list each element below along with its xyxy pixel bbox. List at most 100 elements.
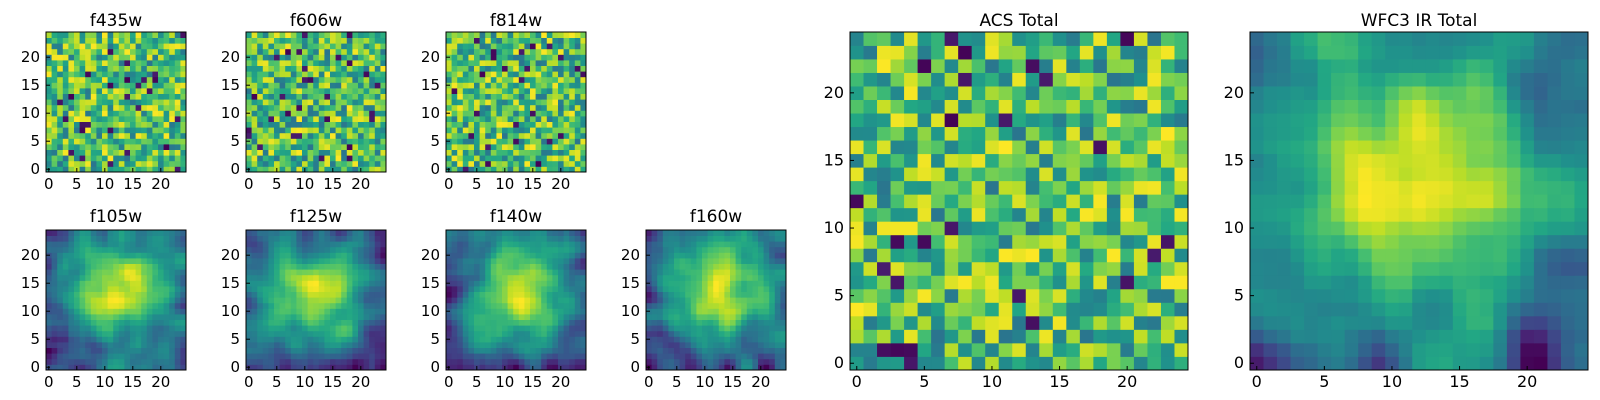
heatmap-cell (141, 155, 148, 162)
heatmap-cell (346, 71, 353, 78)
heatmap-cell (324, 358, 331, 365)
heatmap-cell (457, 82, 464, 89)
heatmap-cell (290, 258, 297, 264)
heatmap-cell (530, 127, 536, 134)
heatmap-cell (474, 246, 480, 253)
heatmap-cell (496, 76, 503, 83)
heatmap-cell (257, 280, 264, 287)
heatmap-cell (324, 246, 331, 253)
heatmap-cell (563, 144, 570, 150)
heatmap-cell (118, 336, 125, 343)
heatmap-cell (574, 347, 581, 354)
heatmap-cell (141, 149, 148, 156)
heatmap-cell (285, 258, 292, 264)
heatmap-cell (468, 235, 475, 242)
heatmap-cell (580, 274, 587, 281)
heatmap-cell (917, 234, 932, 249)
heatmap-cell (158, 116, 164, 122)
y-tick-label: 15 (421, 274, 440, 292)
heatmap-cell (79, 347, 86, 354)
heatmap-cell (313, 132, 320, 139)
heatmap-cell (468, 43, 475, 50)
heatmap-cell (1147, 288, 1162, 303)
heatmap-cell (580, 166, 587, 173)
heatmap-cell (257, 319, 264, 326)
heatmap-cell (758, 230, 764, 236)
heatmap-cell (780, 258, 787, 264)
heatmap-cell (363, 342, 370, 348)
heatmap-cell (374, 302, 381, 309)
heatmap-cell (546, 302, 553, 309)
heatmap-cell (79, 76, 86, 83)
heatmap-cell (318, 252, 325, 259)
heatmap-cell (541, 336, 548, 343)
heatmap-cell (135, 258, 142, 264)
heatmap-cell (1052, 329, 1067, 344)
heatmap-cell (358, 127, 364, 134)
heatmap-cell (569, 132, 576, 139)
heatmap-cell (479, 71, 486, 78)
heatmap-cell (102, 160, 108, 167)
heatmap-cell (102, 314, 108, 320)
heatmap-cell (68, 230, 75, 236)
heatmap-cell (746, 263, 753, 270)
heatmap-cell (524, 144, 531, 150)
heatmap-cell (646, 258, 652, 264)
heatmap-cell (330, 99, 336, 106)
heatmap-cell (146, 43, 153, 50)
heatmap-cell (341, 116, 348, 122)
heatmap-cell (363, 166, 370, 173)
heatmap-cell (346, 330, 353, 337)
heatmap-cell (113, 291, 120, 298)
heatmap-cell (51, 269, 58, 276)
heatmap-cell (296, 166, 303, 173)
heatmap-cell (468, 358, 475, 365)
heatmap-cell (363, 48, 370, 55)
heatmap-cell (451, 110, 458, 117)
heatmap-cell (302, 144, 308, 150)
heatmap-cell (57, 82, 64, 89)
heatmap-cell (46, 258, 52, 264)
heatmap-cell (118, 364, 125, 371)
heatmap-cell (341, 286, 348, 292)
heatmap-cell (57, 269, 64, 276)
heatmap-cell (369, 32, 376, 38)
heatmap-cell (1093, 329, 1108, 344)
heatmap-cell (490, 127, 497, 134)
heatmap-cell (246, 246, 252, 253)
heatmap-cell (490, 353, 497, 360)
heatmap-cell (741, 347, 748, 354)
heatmap-cell (313, 230, 320, 236)
heatmap-cell (563, 241, 570, 248)
heatmap-cell (68, 263, 75, 270)
heatmap-cell (374, 54, 381, 61)
heatmap-cell (251, 76, 258, 83)
heatmap-cell (457, 358, 464, 365)
heatmap-cell (374, 269, 381, 276)
heatmap-cell (279, 99, 286, 106)
heatmap-cell (696, 308, 703, 315)
heatmap-cell (485, 138, 492, 145)
heatmap-cell (931, 275, 946, 290)
heatmap-cell (763, 246, 770, 253)
heatmap-cell (141, 258, 148, 264)
heatmap-cell (352, 166, 359, 173)
heatmap-cell (346, 32, 353, 38)
heatmap-cell (363, 230, 370, 236)
heatmap-cell (135, 302, 142, 309)
heatmap-cell (541, 54, 548, 61)
heatmap-cell (307, 127, 314, 134)
panel-title: f105w (90, 207, 142, 227)
heatmap-cell (462, 280, 469, 287)
heatmap-cell (468, 280, 475, 287)
heatmap-cell (971, 356, 986, 371)
heatmap-cell (246, 104, 252, 111)
heatmap-cell (513, 93, 520, 100)
heatmap-cell (850, 113, 864, 128)
heatmap-cell (302, 149, 308, 156)
heatmap-cell (296, 246, 303, 253)
heatmap-cell (546, 358, 553, 365)
heatmap-cell (146, 330, 153, 337)
heatmap-cell (462, 71, 469, 78)
